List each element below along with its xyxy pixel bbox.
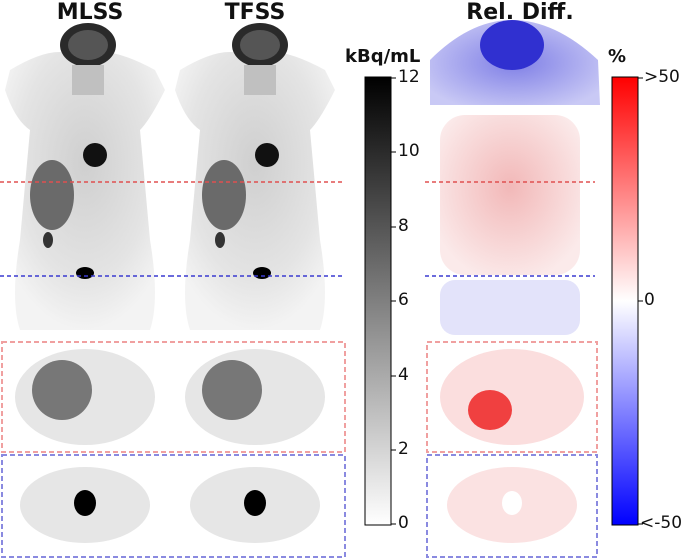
title-mlss: MLSS — [56, 0, 124, 25]
gray-colorbar-unit: kBq/mL — [345, 46, 421, 67]
diff-colorbar-unit: % — [608, 46, 627, 67]
gray-tick-4: 4 — [398, 365, 409, 385]
gray-colorbar — [364, 76, 392, 526]
coronal-mlss-image — [5, 23, 165, 330]
red-slice-box-diff — [426, 341, 598, 453]
axial-red-diff — [440, 349, 584, 445]
blue-slice-box — [1, 454, 346, 558]
gray-tick-12: 12 — [398, 67, 420, 87]
gray-tick-8: 8 — [398, 216, 409, 236]
gray-tick-2: 2 — [398, 439, 409, 459]
title-tfss: TFSS — [224, 0, 286, 25]
coronal-tfss-image — [175, 23, 335, 330]
gray-tick-10: 10 — [398, 141, 420, 161]
gray-tick-0: 0 — [398, 513, 409, 533]
gray-tick-6: 6 — [398, 290, 409, 310]
diff-tick-min: <-50 — [640, 513, 683, 533]
red-slice-box — [1, 341, 346, 453]
coronal-diff-image — [430, 20, 600, 335]
diff-tick-max: >50 — [644, 67, 680, 87]
diff-colorbar — [611, 76, 639, 526]
diff-tick-zero: 0 — [644, 290, 655, 310]
blue-slice-box-diff — [426, 454, 598, 558]
